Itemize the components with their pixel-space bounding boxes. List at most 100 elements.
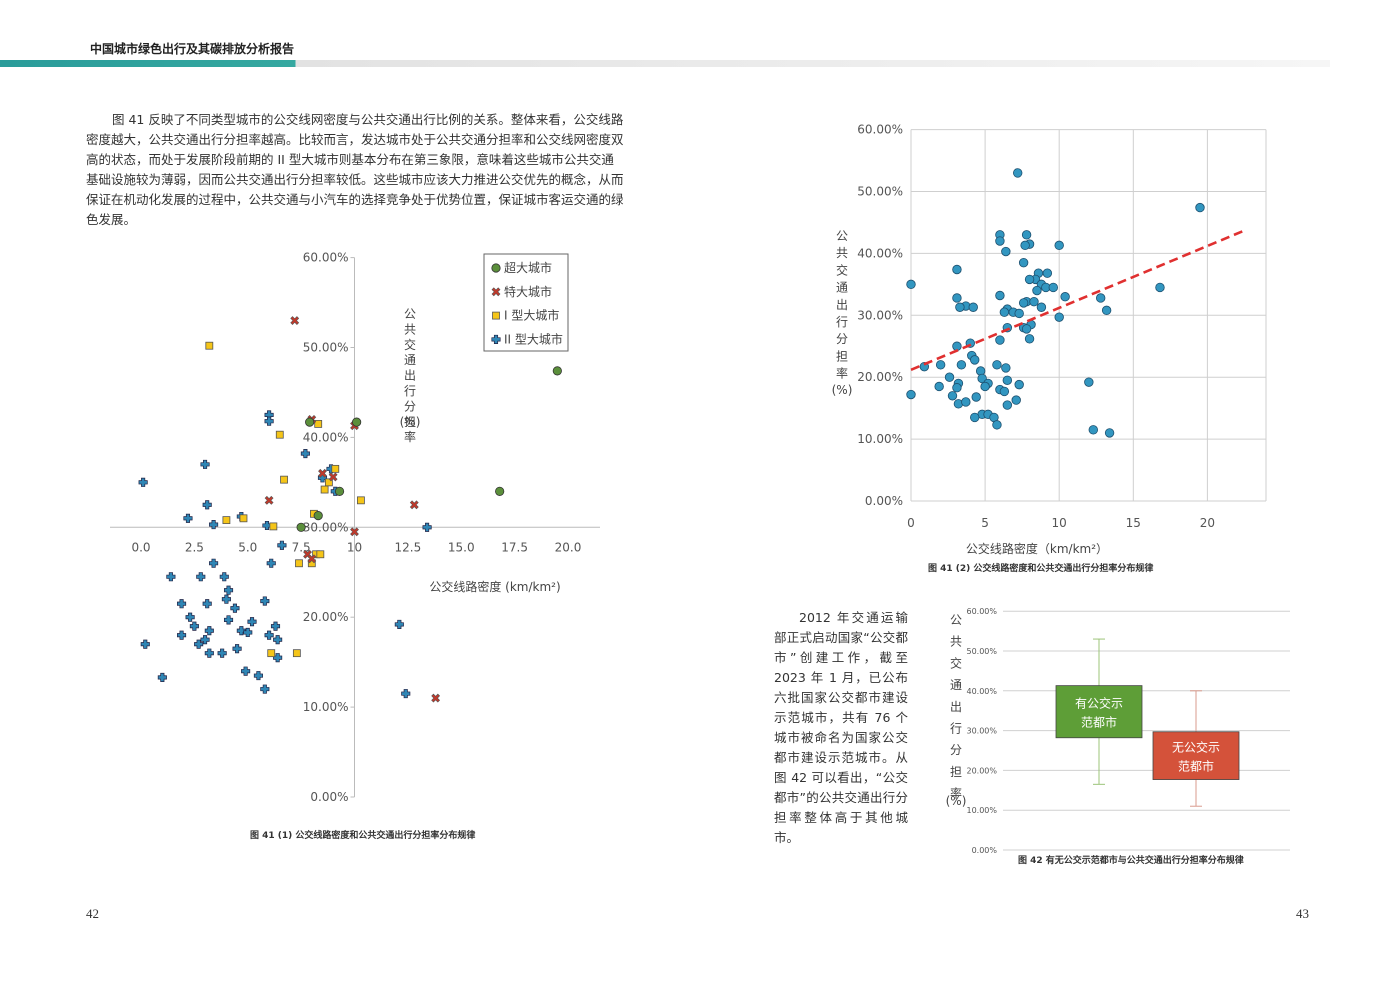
data-point (260, 596, 270, 606)
data-point (1095, 293, 1106, 303)
data-point (324, 478, 333, 487)
x-tick-label: 20.0 (555, 540, 582, 554)
x-tick-label: 10 (1052, 516, 1067, 530)
data-point (223, 585, 234, 595)
legend-marker (492, 311, 500, 320)
legend-label: 超大城市 (504, 260, 552, 275)
y-axis-title: 公共交通出行分担率 (950, 613, 962, 801)
caption-fig42: 图 42 有无公交示范都市与公共交通出行分担率分布规律 (1018, 856, 1244, 866)
data-point (1001, 246, 1011, 257)
data-point (209, 558, 219, 568)
series-3 (138, 410, 432, 699)
transit-city-paragraph: 2012 年交通运输部正式启动国家“公交都市”创建工作，截至 2023 年 1 … (774, 608, 908, 848)
svg-text:共: 共 (950, 635, 962, 649)
data-point (961, 397, 971, 407)
legend-marker (491, 334, 501, 344)
data-point (952, 383, 962, 393)
data-point (1029, 296, 1039, 307)
data-point (1054, 240, 1064, 251)
y-axis-title: 公共交通出行分担率 (836, 229, 848, 381)
data-point (264, 630, 274, 640)
data-point (305, 417, 315, 427)
data-point (1002, 400, 1013, 410)
caption-fig41-1: 图 41 (1) 公交线路密度和公共交通出行分担率分布规律 (250, 831, 476, 841)
y-tick-label: 40.00% (857, 246, 903, 260)
x-tick-label: 15.0 (448, 540, 475, 554)
data-point (956, 360, 967, 370)
svg-text:率: 率 (950, 786, 962, 801)
page-number-left: 42 (86, 906, 99, 921)
data-point (968, 302, 978, 312)
data-point (409, 500, 419, 510)
data-point (1014, 379, 1024, 390)
y-tick-label: 40.00% (966, 687, 997, 696)
svg-text:交: 交 (836, 262, 848, 277)
chart-city-type-scatter: 0.00% 10.00% 20.00% 30.00% 40.00% 50.00% 60.00… (110, 251, 600, 804)
y-axis-unit: (%) (832, 383, 853, 397)
svg-text:通: 通 (404, 353, 416, 367)
y-tick-label: 50.00% (303, 341, 349, 355)
svg-text:公: 公 (836, 229, 848, 243)
data-point (209, 520, 219, 530)
y-tick-label: 50.00% (966, 647, 997, 656)
x-tick-label: 5 (981, 516, 989, 530)
data-point (1021, 324, 1032, 334)
data-point (267, 649, 276, 658)
data-point (266, 558, 276, 568)
caption-fig41-2: 图 41 (2) 公交线路密度和公共交通出行分担率分布规律 (928, 564, 1154, 574)
y-tick-label: 10.00% (857, 432, 903, 446)
points (906, 168, 1205, 438)
y-tick-label: 10.00% (966, 806, 997, 815)
header-accent-bar (0, 60, 1330, 67)
svg-text:率: 率 (836, 366, 848, 381)
svg-text:分: 分 (950, 743, 962, 757)
data-point (307, 554, 317, 564)
y-tick-label: 20.00% (857, 370, 903, 384)
data-point (239, 514, 248, 523)
data-point (955, 302, 965, 312)
data-point (328, 472, 338, 482)
box-rect (1152, 731, 1240, 780)
data-point (1024, 334, 1035, 344)
data-point (1104, 428, 1115, 438)
data-point (1021, 230, 1032, 240)
data-point (995, 290, 1005, 301)
data-point (269, 522, 278, 531)
legend-label: II 型大城市 (504, 331, 563, 346)
y-tick-label: 20.00% (303, 610, 349, 624)
x-tick-label: 15 (1126, 516, 1141, 530)
legend-label: I 型大城市 (504, 308, 559, 323)
x-tick-label: 17.5 (501, 540, 528, 554)
data-point (241, 666, 251, 676)
x-axis-title: 公交线路密度 (km/km²) (429, 579, 560, 594)
data-point (222, 516, 231, 525)
data-point (300, 449, 310, 459)
y-tick-label: 30.00% (303, 520, 349, 534)
data-point (217, 648, 227, 658)
data-point (970, 412, 980, 423)
y-axis-unit: (%) (400, 415, 421, 429)
data-point (264, 416, 274, 426)
data-point (253, 671, 263, 681)
data-point (971, 392, 981, 402)
data-point (316, 550, 325, 559)
data-point (350, 527, 359, 537)
data-point (995, 236, 1005, 246)
trend-line (910, 229, 1245, 371)
data-point (185, 612, 195, 622)
chart-transit-city-boxplot: 0.00% 10.00% 20.00% 30.00% 40.00% 50.00% 60.00… (946, 607, 1290, 855)
data-point (947, 391, 958, 401)
data-point (221, 594, 231, 604)
svg-text:交: 交 (404, 337, 416, 352)
data-point (1195, 202, 1205, 213)
data-point (495, 486, 505, 496)
data-point (357, 496, 365, 505)
svg-text:交: 交 (950, 655, 962, 670)
data-point (952, 264, 962, 275)
data-point (1024, 274, 1035, 285)
data-point (1018, 257, 1029, 268)
box-1: 无公交示范都市 (1152, 690, 1240, 807)
svg-text:率: 率 (404, 429, 416, 444)
data-point (177, 599, 187, 609)
